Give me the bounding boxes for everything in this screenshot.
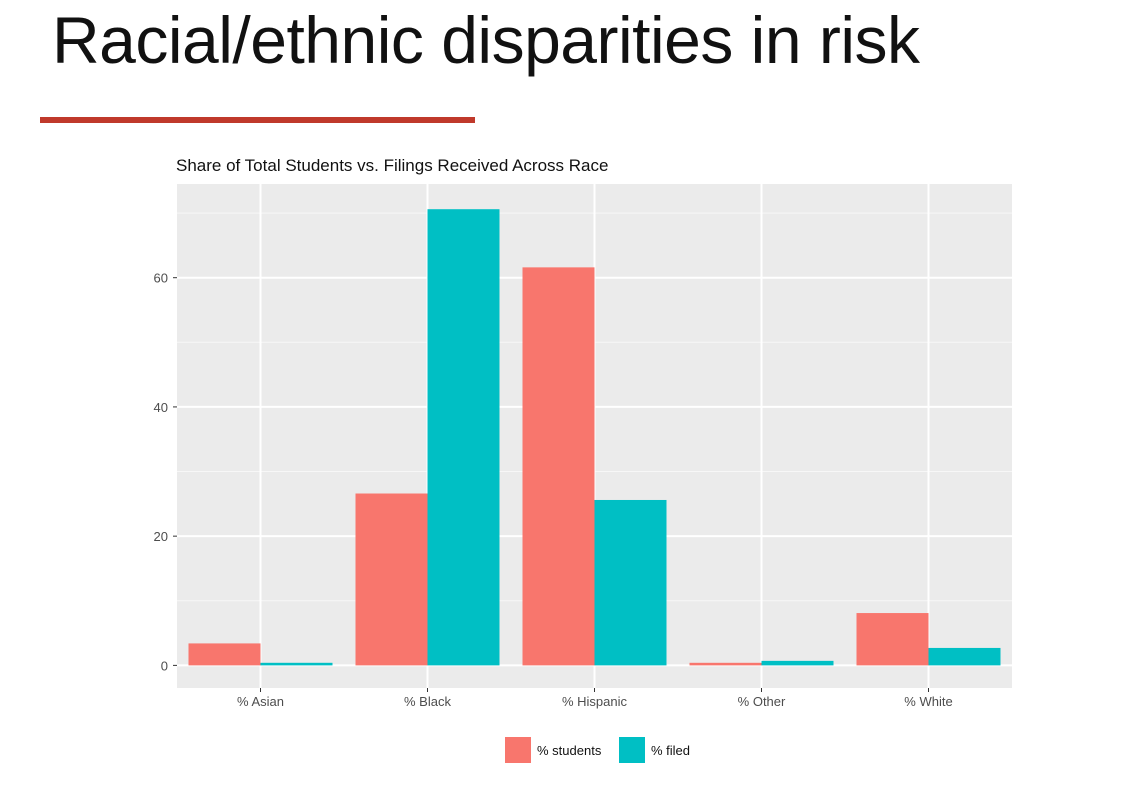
bar [260,662,333,666]
chart-title: Share of Total Students vs. Filings Rece… [176,156,608,175]
y-tick-label: 20 [154,529,168,544]
y-tick-label: 40 [154,400,168,415]
x-tick-label: % Other [738,694,786,709]
bar [355,493,428,666]
legend: % students % filed [505,737,690,763]
bar [689,662,762,666]
bar [188,643,261,666]
bar [522,267,595,666]
legend-label: % filed [651,743,690,758]
legend-key [505,737,531,763]
x-axis: % Asian % Black % Hispanic % Other % White [237,688,953,709]
y-tick-label: 60 [154,271,168,286]
x-tick-label: % Black [404,694,451,709]
legend-label: % students [537,743,602,758]
slide-title: Racial/ethnic disparities in risk [52,3,920,77]
bar [427,209,500,666]
y-axis: 0 20 40 60 [154,271,177,673]
x-tick-label: % Asian [237,694,284,709]
bars-group [188,209,1001,666]
y-tick-label: 0 [161,658,168,673]
bar [594,499,667,666]
legend-key [619,737,645,763]
title-accent-rule [40,117,475,123]
bar [761,660,834,666]
bar [928,647,1001,666]
x-tick-label: % Hispanic [562,694,628,709]
x-tick-label: % White [904,694,952,709]
bar [856,613,929,666]
